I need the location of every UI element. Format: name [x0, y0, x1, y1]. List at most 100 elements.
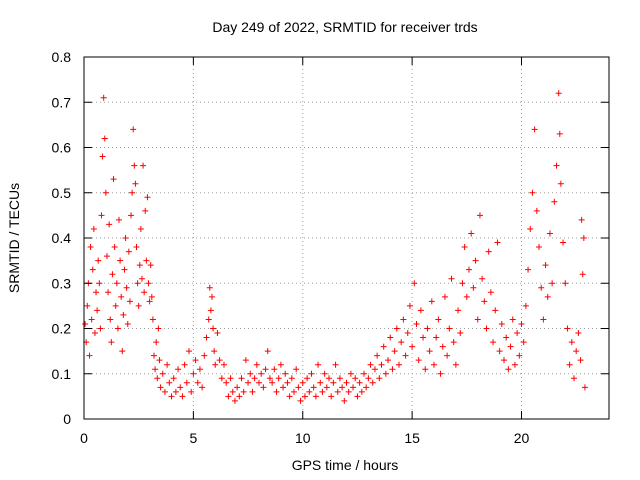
data-point: [452, 361, 459, 368]
data-point: [136, 262, 143, 269]
data-point: [137, 225, 144, 232]
data-point: [109, 271, 116, 278]
data-point: [247, 370, 254, 377]
data-point: [238, 375, 245, 382]
data-point: [332, 361, 339, 368]
data-point: [328, 393, 335, 400]
data-point: [153, 339, 160, 346]
data-point: [378, 361, 385, 368]
data-point: [112, 302, 119, 309]
data-point: [479, 275, 486, 282]
data-point: [295, 384, 302, 391]
data-point: [505, 366, 512, 373]
data-point: [221, 361, 227, 368]
y-tick-label: 0.6: [52, 140, 72, 156]
data-point: [194, 379, 201, 386]
data-point: [90, 225, 97, 232]
x-axis-label: GPS time / hours: [292, 457, 399, 473]
data-point: [339, 384, 346, 391]
data-point: [581, 384, 588, 391]
x-tick-label: 0: [80, 430, 88, 446]
data-point: [367, 361, 374, 368]
data-point: [212, 361, 219, 368]
data-point: [196, 366, 203, 373]
data-point: [579, 271, 586, 278]
data-point: [369, 379, 376, 386]
x-tick-label: 10: [295, 430, 311, 446]
y-axis-label: SRMTID / TECUs: [6, 183, 22, 293]
data-point: [555, 90, 562, 97]
data-point: [428, 298, 435, 305]
data-point: [571, 375, 577, 382]
data-point: [549, 280, 556, 287]
data-point: [336, 375, 343, 382]
data-point: [461, 244, 468, 251]
data-point: [483, 325, 490, 332]
data-point: [347, 370, 354, 377]
data-point: [211, 348, 218, 355]
data-point: [487, 289, 494, 296]
data-point: [133, 244, 140, 251]
data-point: [282, 370, 289, 377]
data-point: [496, 348, 503, 355]
data-point: [319, 388, 326, 395]
data-point: [391, 348, 398, 355]
data-point: [474, 316, 481, 323]
y-tick-label: 0.5: [52, 185, 72, 201]
data-point: [578, 216, 585, 223]
data-point: [231, 397, 238, 404]
data-point: [199, 384, 206, 391]
data-point: [306, 388, 313, 395]
data-point: [293, 366, 300, 373]
data-point: [181, 361, 188, 368]
data-point: [542, 262, 549, 269]
data-point: [371, 366, 378, 373]
data-point: [446, 325, 453, 332]
data-point: [269, 379, 276, 386]
data-point: [170, 375, 177, 382]
data-point: [448, 275, 455, 282]
data-point: [172, 388, 179, 395]
data-point: [102, 189, 109, 196]
data-point: [183, 379, 190, 386]
data-point: [393, 325, 400, 332]
data-point: [208, 293, 215, 300]
data-point: [128, 212, 135, 219]
data-point: [457, 330, 464, 337]
data-point: [358, 388, 365, 395]
data-point: [317, 379, 324, 386]
y-tick-label: 0: [63, 411, 71, 427]
data-point: [101, 135, 108, 142]
data-point: [206, 284, 213, 291]
data-point: [273, 388, 280, 395]
data-point: [299, 379, 306, 386]
data-point: [345, 388, 352, 395]
data-point: [94, 307, 101, 314]
data-point: [114, 325, 121, 332]
axis-ticks: [83, 56, 609, 420]
data-point: [108, 339, 115, 346]
data-point: [564, 325, 571, 332]
data-point: [411, 280, 418, 287]
data-point: [168, 393, 175, 400]
data-point: [240, 388, 247, 395]
data-point: [121, 266, 128, 273]
data-point: [145, 280, 152, 287]
data-point: [343, 379, 350, 386]
data-point: [288, 375, 295, 382]
data-point: [301, 393, 308, 400]
data-point: [245, 379, 252, 386]
data-point: [192, 357, 199, 364]
data-point: [501, 357, 507, 364]
y-tick-label: 0.7: [52, 94, 72, 110]
data-point: [492, 307, 499, 314]
data-point: [116, 216, 122, 223]
data-point: [157, 384, 164, 391]
data-point: [459, 280, 466, 287]
data-point: [175, 366, 182, 373]
data-point: [441, 293, 448, 300]
data-point: [120, 311, 127, 318]
data-point: [86, 352, 93, 359]
data-point: [103, 253, 110, 260]
data-point: [214, 330, 221, 337]
